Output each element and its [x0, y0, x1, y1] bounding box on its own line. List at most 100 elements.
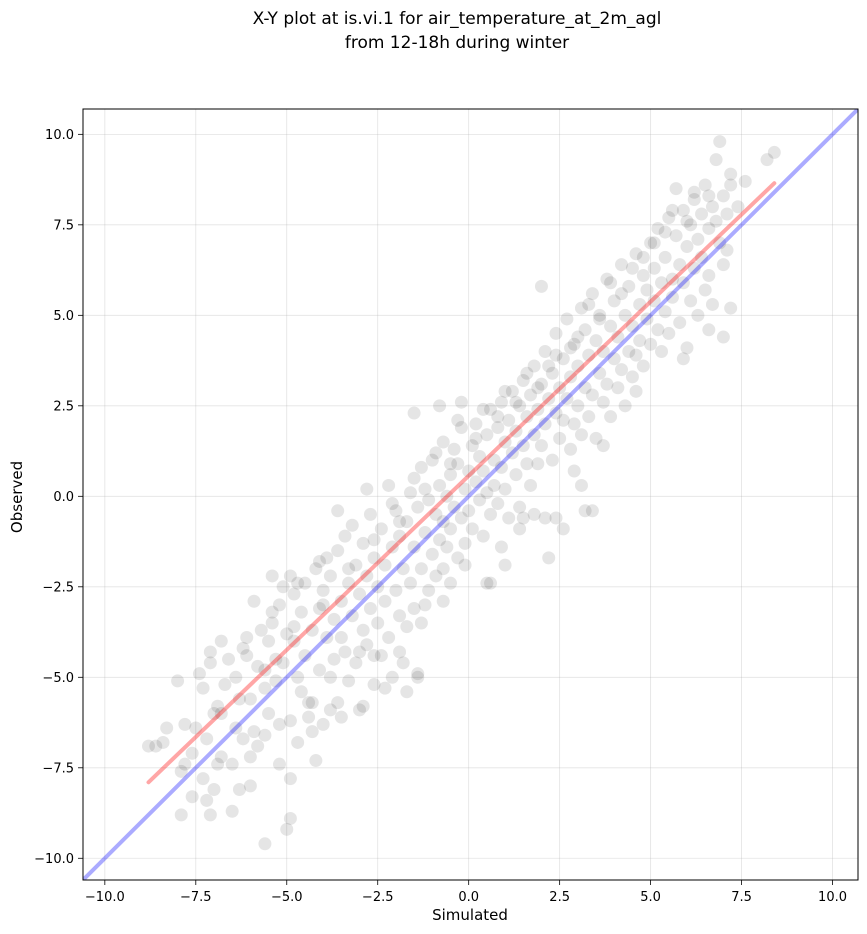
- scatter-point: [516, 511, 530, 525]
- scatter-point: [200, 793, 214, 807]
- scatter-point: [604, 319, 618, 333]
- scatter-point: [607, 352, 621, 366]
- scatter-point: [611, 330, 625, 344]
- scatter-point: [411, 667, 425, 681]
- scatter-point: [680, 214, 694, 228]
- scatter-point: [283, 569, 297, 583]
- scatter-point: [574, 478, 588, 492]
- scatter-point: [367, 533, 381, 547]
- scatter-point: [705, 200, 719, 214]
- scatter-point: [298, 576, 312, 590]
- scatter-point: [389, 504, 403, 518]
- scatter-point: [564, 341, 578, 355]
- scatter-point: [487, 453, 501, 467]
- scatter-point: [443, 457, 457, 471]
- x-tick-label: −10.0: [85, 890, 125, 905]
- scatter-point: [291, 576, 305, 590]
- scatter-point: [272, 757, 286, 771]
- scatter-point: [232, 692, 246, 706]
- scatter-point: [698, 178, 712, 192]
- scatter-point: [505, 384, 519, 398]
- y-axis-label: Observed: [8, 461, 26, 533]
- scatter-point: [509, 468, 523, 482]
- scatter-point: [287, 620, 301, 634]
- scatter-point: [582, 297, 596, 311]
- scatter-point: [342, 562, 356, 576]
- scatter-point: [465, 439, 479, 453]
- scatter-point: [589, 334, 603, 348]
- scatter-point: [524, 388, 538, 402]
- scatter-point: [636, 269, 650, 283]
- scatter-point: [625, 319, 639, 333]
- scatter-point: [360, 482, 374, 496]
- scatter-point: [644, 337, 658, 351]
- scatter-point: [407, 406, 421, 420]
- scatter-point: [258, 663, 272, 677]
- scatter-point: [596, 395, 610, 409]
- scatter-point: [564, 370, 578, 384]
- scatter-point: [647, 294, 661, 308]
- scatter-point: [436, 562, 450, 576]
- scatter-point: [407, 602, 421, 616]
- scatter-point: [425, 547, 439, 561]
- scatter-point: [767, 145, 781, 159]
- scatter-point: [534, 279, 548, 293]
- scatter-point: [236, 641, 250, 655]
- scatter-point: [480, 576, 494, 590]
- scatter-point: [574, 301, 588, 315]
- scatter-point: [567, 417, 581, 431]
- scatter-point: [582, 348, 596, 362]
- scatter-point: [291, 735, 305, 749]
- scatter-point: [258, 728, 272, 742]
- scatter-point: [531, 402, 545, 416]
- scatter-point: [247, 725, 261, 739]
- scatter-point: [269, 652, 283, 666]
- scatter-point: [374, 649, 388, 663]
- scatter-point: [731, 200, 745, 214]
- scatter-point: [443, 522, 457, 536]
- scatter-point: [705, 297, 719, 311]
- scatter-point: [724, 167, 738, 181]
- scatter-point: [385, 670, 399, 684]
- scatter-point: [633, 334, 647, 348]
- scatter-point: [196, 772, 210, 786]
- y-tick-label: 10.0: [45, 128, 74, 143]
- scatter-point: [480, 486, 494, 500]
- scatter-point: [371, 616, 385, 630]
- scatter-point: [247, 594, 261, 608]
- scatter-point: [629, 384, 643, 398]
- scatter-point: [203, 808, 217, 822]
- scatter-point: [513, 399, 527, 413]
- scatter-point: [687, 185, 701, 199]
- scatter-point: [473, 493, 487, 507]
- scatter-point: [476, 529, 490, 543]
- scatter-point: [222, 652, 236, 666]
- scatter-point: [618, 308, 632, 322]
- scatter-point: [320, 551, 334, 565]
- scatter-point: [316, 717, 330, 731]
- scatter-point: [687, 261, 701, 275]
- scatter-point: [276, 656, 290, 670]
- scatter-point: [578, 504, 592, 518]
- scatter-point: [509, 395, 523, 409]
- y-tick-label: 7.5: [53, 218, 74, 233]
- y-tick-label: 5.0: [53, 309, 74, 324]
- scatter-point: [313, 663, 327, 677]
- scatter-point: [494, 540, 508, 554]
- scatter-point: [549, 348, 563, 362]
- scatter-point: [433, 478, 447, 492]
- scatter-point: [393, 609, 407, 623]
- scatter-point: [171, 674, 185, 688]
- scatter-point: [240, 649, 254, 663]
- scatter-point: [443, 468, 457, 482]
- scatter-point: [447, 442, 461, 456]
- x-tick-label: 5.0: [640, 890, 661, 905]
- scatter-point: [673, 258, 687, 272]
- scatter-point: [760, 153, 774, 167]
- scatter-point: [658, 305, 672, 319]
- scatter-point: [556, 522, 570, 536]
- scatter-point: [214, 634, 228, 648]
- scatter-point: [549, 511, 563, 525]
- x-tick-label: 10.0: [818, 890, 847, 905]
